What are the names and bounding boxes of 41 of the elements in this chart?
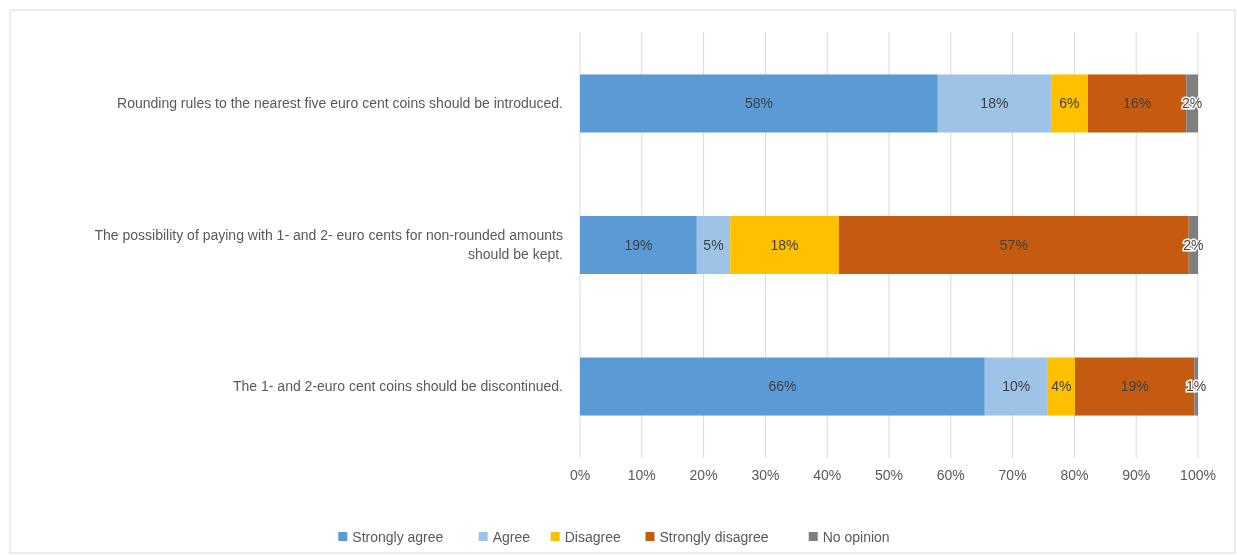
x-tick-label: 40% (813, 467, 842, 483)
data-label: 58% (744, 95, 773, 112)
data-label: 18% (770, 236, 799, 253)
data-label: 6% (1059, 95, 1080, 112)
data-label: 57% (999, 236, 1028, 253)
bar (1047, 357, 1076, 416)
x-tick-label: 20% (689, 467, 718, 483)
data-label: 18% (980, 95, 1009, 112)
data-label: 1% (1186, 378, 1207, 395)
bar (580, 215, 697, 275)
legend-label: Agree (492, 528, 531, 545)
x-tick-label: 10% (627, 467, 656, 483)
y-tick-label: The possibility of paying with 1- and 2- euro cents for non-rounded amounts should be kept. (94, 227, 563, 263)
data-label: 5% (703, 236, 724, 253)
data-label: 16% (1123, 95, 1152, 112)
bar (580, 74, 938, 133)
legend-label: Disagree (564, 528, 621, 545)
data-label: 19% (624, 236, 653, 253)
legend-label: Strongly agree (352, 528, 444, 545)
data-label: 4% (1051, 378, 1072, 395)
data-label: 66% (768, 378, 797, 395)
bar (937, 74, 1051, 133)
x-tick-label: 70% (998, 467, 1027, 483)
bar (984, 357, 1048, 416)
bar (730, 215, 839, 275)
x-tick-label: 0% (569, 467, 591, 483)
bar (580, 357, 985, 416)
x-tick-label: 100% (1180, 467, 1216, 483)
bar (696, 215, 731, 275)
x-tick-label: 50% (874, 467, 904, 483)
bar (1050, 74, 1088, 133)
legend-label: No opinion (822, 528, 890, 545)
data-label: 19% (1120, 378, 1149, 395)
x-tick-label: 30% (751, 467, 780, 483)
x-tick-label: 90% (1122, 467, 1151, 483)
y-tick-label: Rounding rules to the nearest five euro cent coins should be introduced. (117, 95, 563, 112)
x-tick-label: 60% (936, 467, 965, 483)
y-tick-label: The 1- and 2-euro cent coins should be discontinued. (233, 378, 563, 395)
legend-label: Strongly disagree (659, 528, 769, 545)
x-tick-label: 80% (1060, 467, 1089, 483)
data-label: 10% (1002, 378, 1031, 395)
